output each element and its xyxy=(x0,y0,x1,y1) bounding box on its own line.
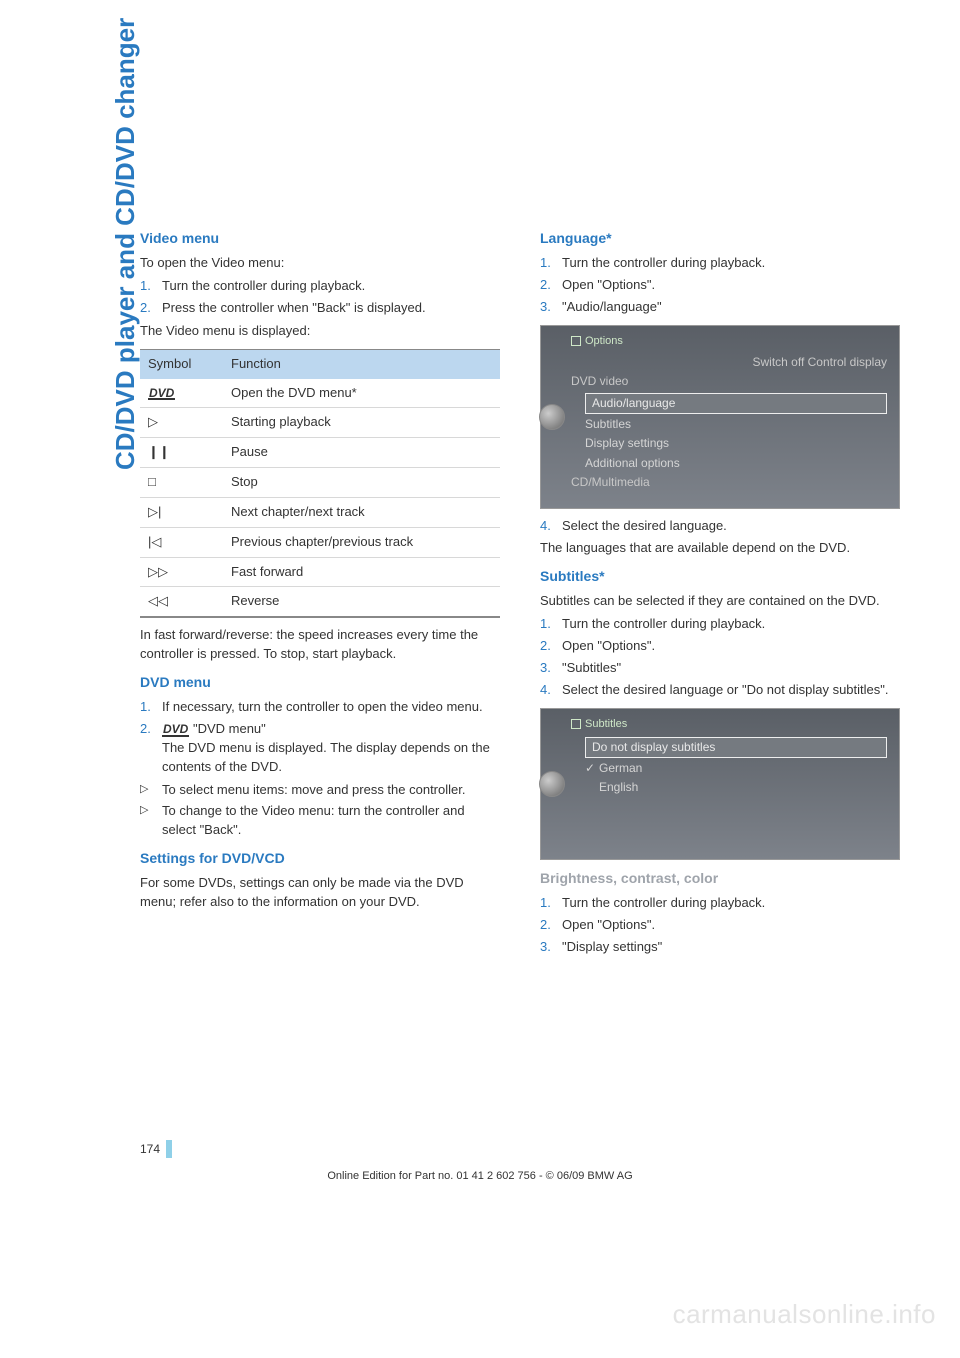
screenshot-header: Subtitles xyxy=(571,717,887,733)
list-item: 4.Select the desired language. xyxy=(540,517,900,536)
right-column: Language* 1.Turn the controller during p… xyxy=(540,220,900,961)
stop-icon: □ xyxy=(140,468,223,498)
table-header-function: Function xyxy=(223,349,500,378)
table-header-symbol: Symbol xyxy=(140,349,223,378)
heading-dvd-menu: DVD menu xyxy=(140,672,500,692)
ffwd-icon: ▷▷ xyxy=(140,557,223,587)
prev-icon: |◁ xyxy=(140,527,223,557)
screenshot-item: English xyxy=(585,779,887,796)
table-cell: Pause xyxy=(223,438,500,468)
brightness-steps: 1.Turn the controller during playback. 2… xyxy=(540,894,900,957)
video-menu-steps: 1.Turn the controller during playback. 2… xyxy=(140,277,500,318)
subtitles-intro: Subtitles can be selected if they are co… xyxy=(540,592,900,611)
language-after: The languages that are available depend … xyxy=(540,539,900,558)
play-icon: ▷ xyxy=(140,408,223,438)
screenshot-selected-item: Audio/language xyxy=(585,393,887,414)
screenshot-item: ✓German xyxy=(585,760,887,777)
list-item: To change to the Video menu: turn the co… xyxy=(140,802,500,840)
next-icon: ▷| xyxy=(140,497,223,527)
list-item: 1.Turn the controller during playback. xyxy=(540,894,900,913)
table-cell: Next chapter/next track xyxy=(223,497,500,527)
heading-brightness: Brightness, contrast, color xyxy=(540,868,900,888)
dvd-menu-steps: 1.If necessary, turn the controller to o… xyxy=(140,698,500,776)
screenshot-line: Switch off Control display xyxy=(571,354,887,371)
watermark: carmanualsonline.info xyxy=(673,1299,936,1330)
heading-language: Language* xyxy=(540,228,900,248)
list-item: 2.Open "Options". xyxy=(540,637,900,656)
page-number-bar-icon xyxy=(166,1140,172,1158)
list-item: 2.DVD "DVD menu" The DVD menu is display… xyxy=(140,720,500,777)
pause-icon: ❙❙ xyxy=(140,438,223,468)
list-item: 2.Open "Options". xyxy=(540,916,900,935)
video-menu-after: The Video menu is displayed: xyxy=(140,322,500,341)
table-cell: Reverse xyxy=(223,587,500,617)
options-screenshot: Options Switch off Control display DVD v… xyxy=(540,325,900,509)
symbol-table-note: In fast forward/reverse: the speed incre… xyxy=(140,626,500,664)
list-item: 1.If necessary, turn the controller to o… xyxy=(140,698,500,717)
list-item: 2.Press the controller when "Back" is di… xyxy=(140,299,500,318)
heading-subtitles: Subtitles* xyxy=(540,566,900,586)
settings-body: For some DVDs, settings can only be made… xyxy=(140,874,500,912)
heading-settings-dvd-vcd: Settings for DVD/VCD xyxy=(140,848,500,868)
screenshot-item: Subtitles xyxy=(585,416,887,433)
side-section-title: CD/DVD player and CD/DVD changer xyxy=(110,18,141,470)
controller-knob-icon xyxy=(539,771,565,797)
screenshot-item: Display settings xyxy=(585,435,887,452)
list-item: 3."Audio/language" xyxy=(540,298,900,317)
language-steps-cont: 4.Select the desired language. xyxy=(540,517,900,536)
list-item: 3."Display settings" xyxy=(540,938,900,957)
left-column: Video menu To open the Video menu: 1.Tur… xyxy=(140,220,500,961)
list-item: 1.Turn the controller during playback. xyxy=(540,615,900,634)
dvd-logo-icon: DVD xyxy=(140,379,223,408)
list-item: 1.Turn the controller during playback. xyxy=(140,277,500,296)
subtitles-steps: 1.Turn the controller during playback. 2… xyxy=(540,615,900,699)
table-cell: Fast forward xyxy=(223,557,500,587)
list-item: 1.Turn the controller during playback. xyxy=(540,254,900,273)
table-cell: Stop xyxy=(223,468,500,498)
screenshot-item: Additional options xyxy=(585,455,887,472)
dvd-menu-bullets: To select menu items: move and press the… xyxy=(140,781,500,841)
page-number: 174 xyxy=(140,1140,172,1158)
controller-knob-icon xyxy=(539,404,565,430)
list-item: To select menu items: move and press the… xyxy=(140,781,500,800)
table-cell: Open the DVD menu* xyxy=(223,379,500,408)
footer-text: Online Edition for Part no. 01 41 2 602 … xyxy=(0,1170,960,1182)
content-columns: Video menu To open the Video menu: 1.Tur… xyxy=(140,220,900,961)
screenshot-group: CD/Multimedia xyxy=(571,474,887,491)
subtitles-screenshot: Subtitles Do not display subtitles ✓Germ… xyxy=(540,708,900,860)
table-cell: Starting playback xyxy=(223,408,500,438)
rev-icon: ◁◁ xyxy=(140,587,223,617)
list-item: 2.Open "Options". xyxy=(540,276,900,295)
heading-video-menu: Video menu xyxy=(140,228,500,248)
check-icon: ✓ xyxy=(585,760,595,777)
table-cell: Previous chapter/previous track xyxy=(223,527,500,557)
screenshot-header: Options xyxy=(571,334,887,350)
list-item: 4.Select the desired language or "Do not… xyxy=(540,681,900,700)
screenshot-group: DVD video xyxy=(571,373,887,390)
language-steps: 1.Turn the controller during playback. 2… xyxy=(540,254,900,317)
symbol-function-table: Symbol Function DVDOpen the DVD menu* ▷S… xyxy=(140,349,500,619)
screenshot-selected-item: Do not display subtitles xyxy=(585,737,887,758)
list-item: 3."Subtitles" xyxy=(540,659,900,678)
video-menu-intro: To open the Video menu: xyxy=(140,254,500,273)
dvd-logo-icon: DVD xyxy=(162,724,189,737)
